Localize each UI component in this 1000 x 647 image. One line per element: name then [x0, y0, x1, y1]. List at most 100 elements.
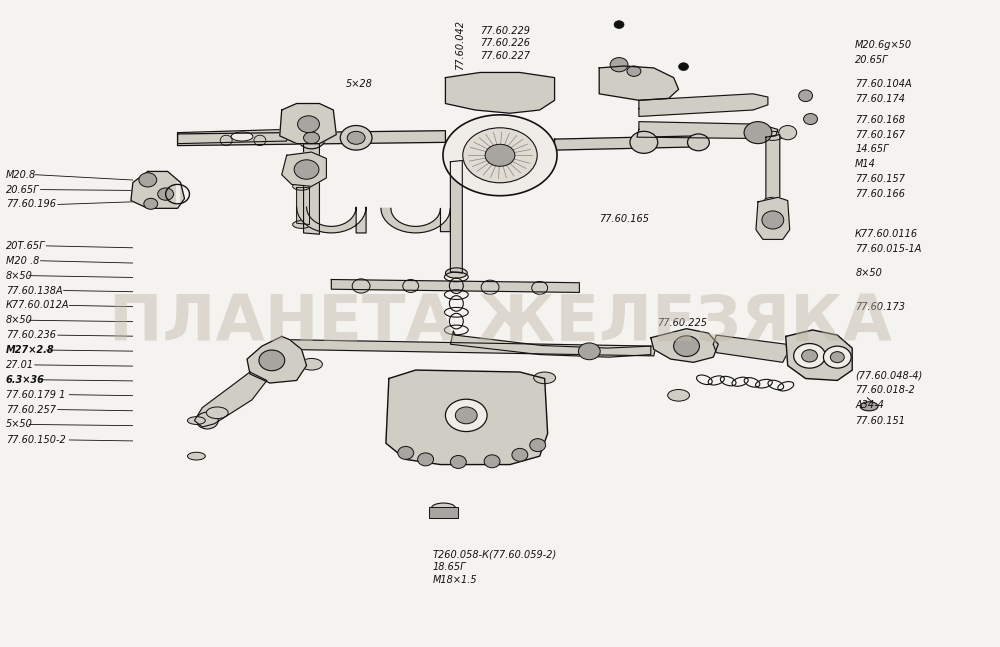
Ellipse shape [187, 452, 205, 460]
Ellipse shape [347, 131, 365, 144]
Ellipse shape [294, 160, 319, 179]
Polygon shape [637, 122, 778, 138]
Text: 8×50: 8×50 [855, 268, 882, 278]
Ellipse shape [158, 188, 174, 201]
Polygon shape [194, 372, 267, 427]
Text: К77.60.012А: К77.60.012А [6, 300, 69, 311]
Ellipse shape [799, 90, 813, 102]
Text: 8×50: 8×50 [6, 315, 33, 325]
Ellipse shape [432, 503, 455, 512]
Polygon shape [599, 66, 679, 100]
Ellipse shape [830, 352, 844, 362]
Text: 77.60.168: 77.60.168 [855, 115, 905, 125]
Ellipse shape [298, 127, 325, 149]
Polygon shape [450, 331, 651, 357]
Polygon shape [297, 207, 366, 233]
Polygon shape [445, 72, 555, 113]
Ellipse shape [610, 58, 628, 72]
Ellipse shape [630, 131, 658, 153]
Ellipse shape [398, 446, 414, 459]
Text: 77.60.138А: 77.60.138А [6, 285, 63, 296]
Polygon shape [297, 188, 310, 225]
Ellipse shape [187, 417, 205, 424]
Text: Т260.058-К(77.60.059-2): Т260.058-К(77.60.059-2) [433, 549, 557, 560]
Ellipse shape [744, 122, 772, 144]
Text: 77.60.015-1А: 77.60.015-1А [855, 244, 922, 254]
Text: 77.60.018-2: 77.60.018-2 [855, 385, 915, 395]
Polygon shape [282, 152, 326, 186]
Text: М18×1.5: М18×1.5 [433, 575, 477, 586]
Ellipse shape [512, 448, 528, 461]
Ellipse shape [823, 346, 851, 368]
Ellipse shape [445, 155, 467, 166]
Ellipse shape [443, 115, 557, 195]
Text: 77.60.157: 77.60.157 [855, 174, 905, 184]
Text: 77.60.104А: 77.60.104А [855, 79, 912, 89]
Text: 18.65Г: 18.65Г [433, 562, 466, 573]
Text: 77.60.227: 77.60.227 [480, 50, 530, 61]
Ellipse shape [578, 343, 600, 360]
Ellipse shape [254, 135, 266, 146]
Polygon shape [651, 329, 718, 362]
Polygon shape [304, 144, 319, 234]
Ellipse shape [144, 198, 158, 210]
Ellipse shape [614, 21, 624, 28]
Text: 77.60.150-2: 77.60.150-2 [6, 435, 66, 445]
Ellipse shape [450, 455, 466, 468]
Polygon shape [386, 370, 548, 465]
Ellipse shape [534, 372, 556, 384]
Ellipse shape [304, 132, 319, 144]
Ellipse shape [481, 280, 499, 294]
Polygon shape [756, 197, 790, 239]
Ellipse shape [455, 407, 477, 424]
Text: 77.60.174: 77.60.174 [855, 94, 905, 104]
Polygon shape [639, 94, 768, 116]
Text: М20.8: М20.8 [6, 170, 36, 180]
Polygon shape [381, 208, 450, 233]
Text: 5×28: 5×28 [346, 79, 373, 89]
Text: М20.6g×50: М20.6g×50 [855, 40, 912, 50]
Text: 77.60.173: 77.60.173 [855, 302, 905, 313]
Text: 6.3×36: 6.3×36 [6, 375, 45, 385]
Polygon shape [178, 131, 445, 146]
Ellipse shape [293, 182, 311, 190]
Ellipse shape [804, 114, 817, 125]
Ellipse shape [298, 116, 319, 133]
Ellipse shape [340, 126, 372, 150]
Ellipse shape [352, 279, 370, 293]
Bar [429, 507, 458, 518]
Text: М27×2.8: М27×2.8 [6, 345, 55, 355]
Ellipse shape [463, 128, 537, 182]
Ellipse shape [532, 281, 548, 294]
Ellipse shape [231, 132, 253, 141]
Polygon shape [766, 135, 780, 204]
Text: 27.01: 27.01 [6, 360, 34, 370]
Ellipse shape [485, 144, 515, 166]
Text: 20.65Г: 20.65Г [6, 184, 39, 195]
Text: 14.65Г: 14.65Г [855, 144, 889, 155]
Ellipse shape [530, 439, 546, 452]
Polygon shape [786, 330, 852, 380]
Polygon shape [178, 129, 287, 144]
Text: 77.60.167: 77.60.167 [855, 129, 905, 140]
Text: 77.60.229: 77.60.229 [480, 26, 530, 36]
Ellipse shape [484, 455, 500, 468]
Text: 5×50: 5×50 [6, 419, 33, 430]
Text: А34-4: А34-4 [855, 400, 884, 410]
Ellipse shape [679, 63, 689, 71]
Text: 77.60.166: 77.60.166 [855, 189, 905, 199]
Text: 20Т.65Г: 20Т.65Г [6, 241, 45, 251]
Ellipse shape [763, 131, 783, 140]
Text: 77.60.257: 77.60.257 [6, 404, 56, 415]
Ellipse shape [688, 134, 709, 151]
Text: 77.60.179 1: 77.60.179 1 [6, 389, 65, 400]
Ellipse shape [259, 350, 285, 371]
Ellipse shape [860, 402, 878, 411]
Ellipse shape [206, 407, 228, 419]
Ellipse shape [220, 135, 232, 146]
Polygon shape [555, 136, 698, 150]
Text: ПЛАНЕТА ЖЕЛЕЗЯКА: ПЛАНЕТА ЖЕЛЕЗЯКА [109, 292, 891, 355]
Ellipse shape [779, 126, 797, 140]
Text: 77.60.042: 77.60.042 [455, 20, 465, 71]
Ellipse shape [301, 358, 322, 370]
